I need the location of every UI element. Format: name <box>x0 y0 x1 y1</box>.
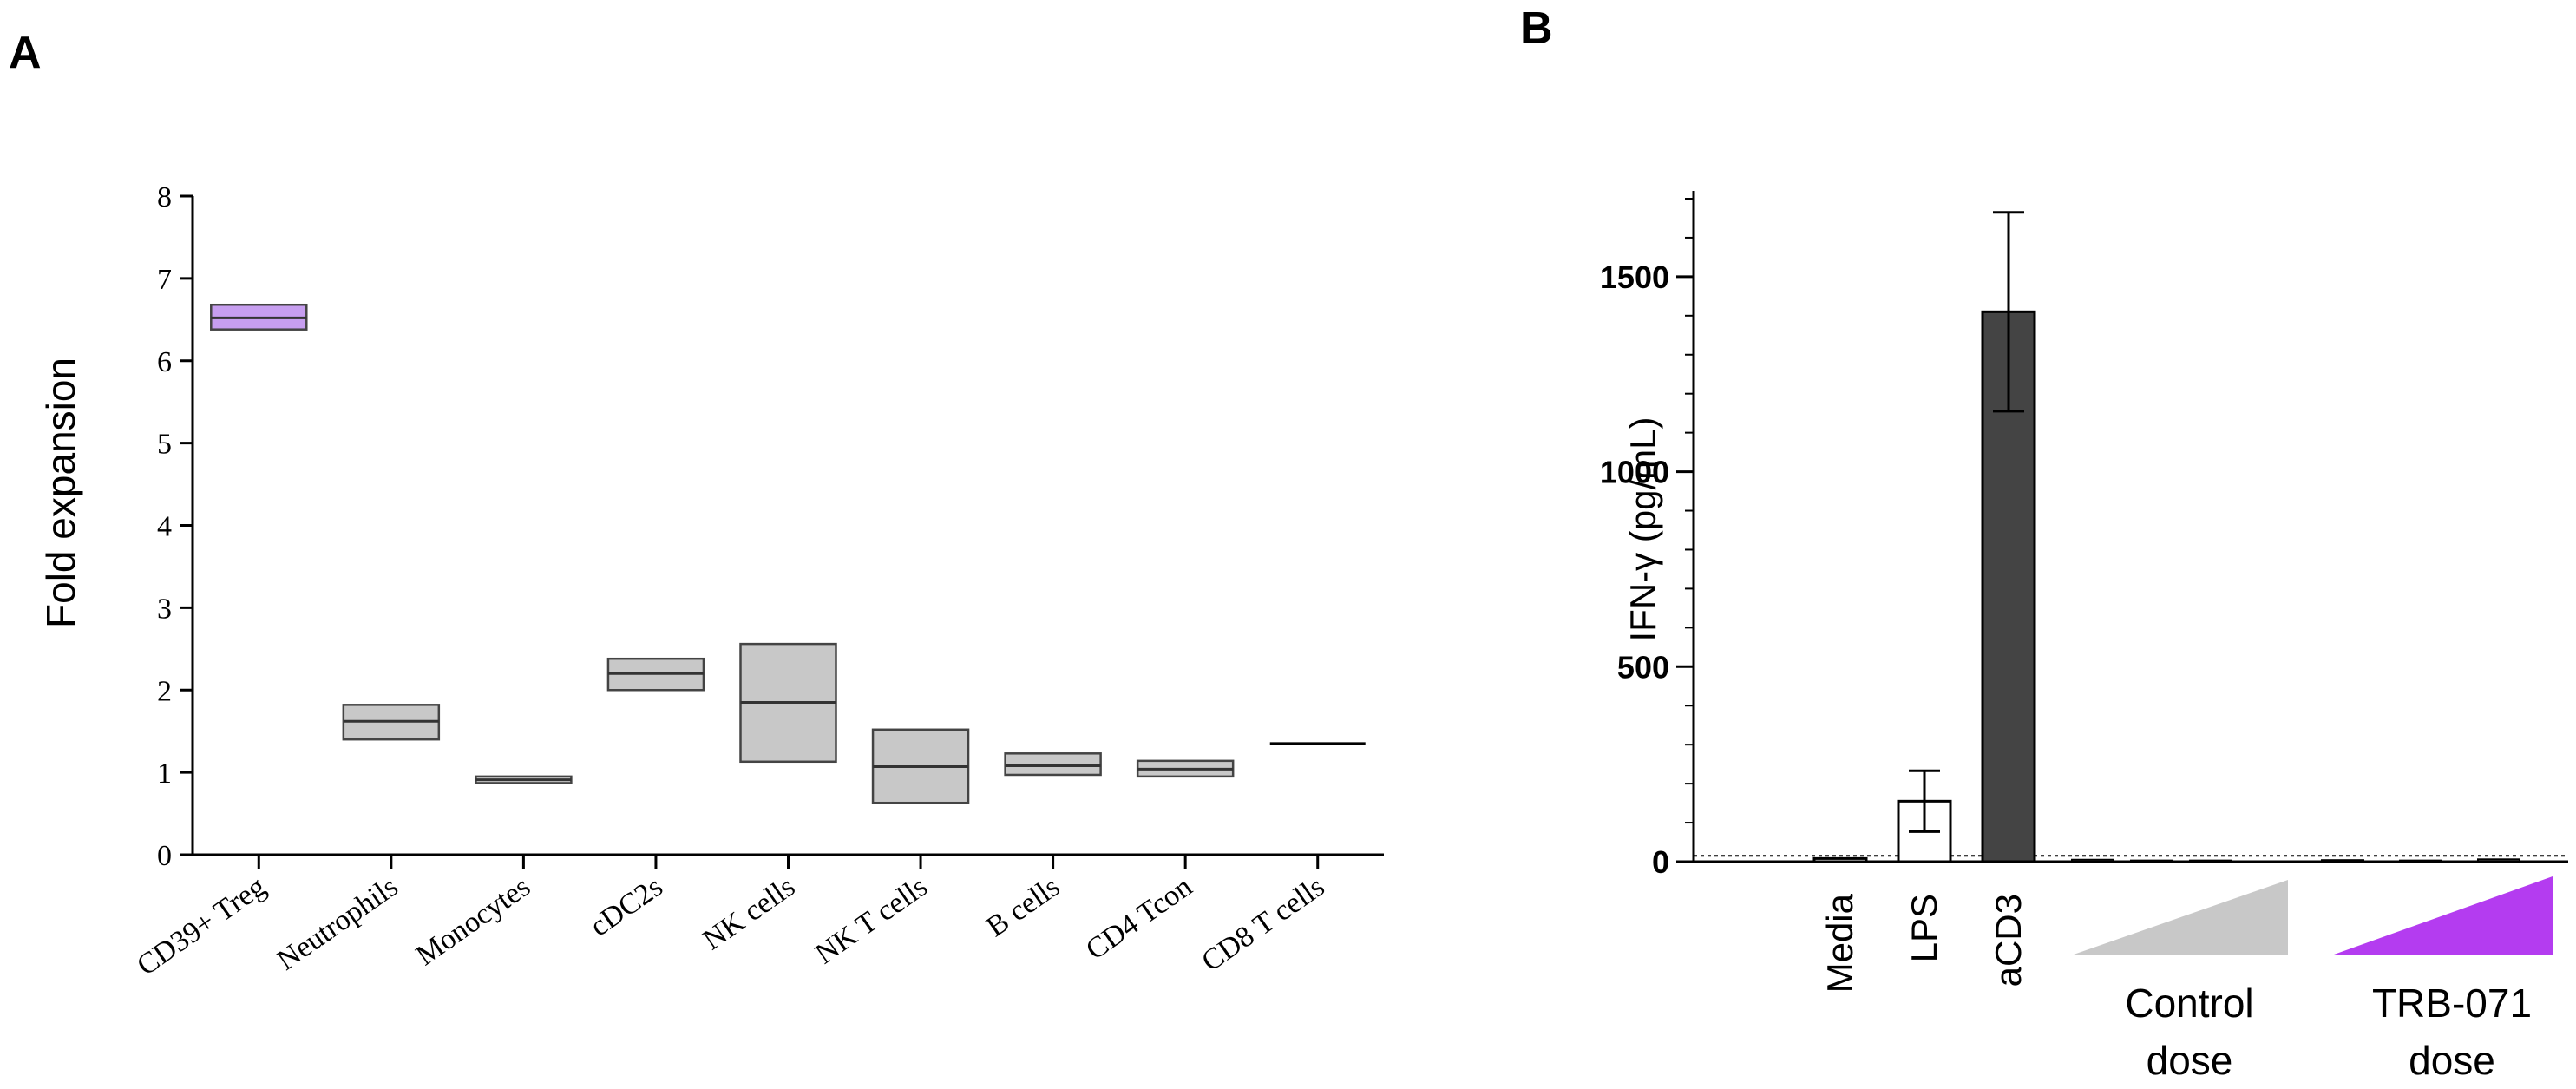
box-chart-y-axis-label: Fold expansion <box>38 358 83 628</box>
dose-group-bar <box>2189 859 2232 863</box>
box-chart-category-label: CD8 T cells <box>1196 870 1331 978</box>
box-chart-y-tick-label: 0 <box>157 840 172 872</box>
box-chart-y-tick-label: 3 <box>157 593 172 625</box>
bar-chart-category-label: LPS <box>1904 894 1944 962</box>
bar-chart-y-tick-label: 1000 <box>1600 455 1669 490</box>
box-chart-category-label: cDC2s <box>584 870 668 942</box>
box-chart-box <box>1004 752 1102 777</box>
box-chart-category-label: CD39+ Treg <box>131 870 272 982</box>
bar-chart-y-tick-label: 500 <box>1617 649 1669 685</box>
bar-chart-y-axis-label: IFN-γ (pg/mL) <box>1622 417 1663 641</box>
box-chart-y-tick-label: 8 <box>157 181 172 213</box>
dose-group-bar <box>2130 859 2173 863</box>
dose-group-label: Control <box>2125 981 2253 1026</box>
dose-group-bar <box>2071 858 2114 863</box>
box-chart-y-tick-label: 7 <box>157 264 172 296</box>
dose-group-label: TRB-071 <box>2372 981 2532 1026</box>
bar-chart-bar <box>1812 856 1868 863</box>
box-chart: 0 1 2 3 4 5 6 7 8 CD39+ Treg Neutrophils Monocytes c… <box>131 181 1384 982</box>
dose-group-bar <box>2399 859 2442 863</box>
dose-triangle <box>2074 880 2288 955</box>
box-chart-y-tick-label: 5 <box>157 429 172 461</box>
box-chart-category-label: Neutrophils <box>272 870 404 976</box>
box-chart-y-tick-label: 6 <box>157 346 172 378</box>
box-chart-category-label: NK T cells <box>810 870 933 970</box>
dose-group-bar <box>2477 858 2520 863</box>
box-chart-y-tick-label: 4 <box>157 511 172 543</box>
box-chart-y-tick-label: 2 <box>157 675 172 707</box>
dose-triangle <box>2334 876 2553 955</box>
bar-chart-category-label: aCD3 <box>1988 894 2029 987</box>
bar-chart-category-label: Media <box>1819 893 1860 993</box>
bar-chart-y-tick-label: 0 <box>1652 844 1669 880</box>
box-chart-category-label: CD4 Tcon <box>1080 870 1198 966</box>
panel-b: B IFN-γ (pg/mL) 0 500 1000 1500 Media LPS aCD3… <box>1520 3 2568 1083</box>
dose-group-bar <box>2321 859 2364 863</box>
box-chart-y-tick-label: 1 <box>157 758 172 790</box>
box-chart-category-label: B cells <box>980 870 1065 943</box>
box-chart-category-label: Monocytes <box>410 870 536 972</box>
bar-chart-y-tick-label: 1500 <box>1600 259 1669 295</box>
dose-group-label: dose <box>2409 1038 2495 1083</box>
dose-group-label: dose <box>2147 1038 2233 1083</box>
panel-a-label: A <box>9 28 42 78</box>
box-chart-category-label: NK cells <box>698 870 801 956</box>
panel-a: A Fold expansion 0 1 2 3 4 5 6 7 8 CD39+ Treg Neut… <box>9 28 1384 982</box>
panel-b-label: B <box>1520 3 1553 54</box>
bar-chart: 0 500 1000 1500 Media LPS aCD3 Control dose TRB-0… <box>1600 191 2568 1083</box>
